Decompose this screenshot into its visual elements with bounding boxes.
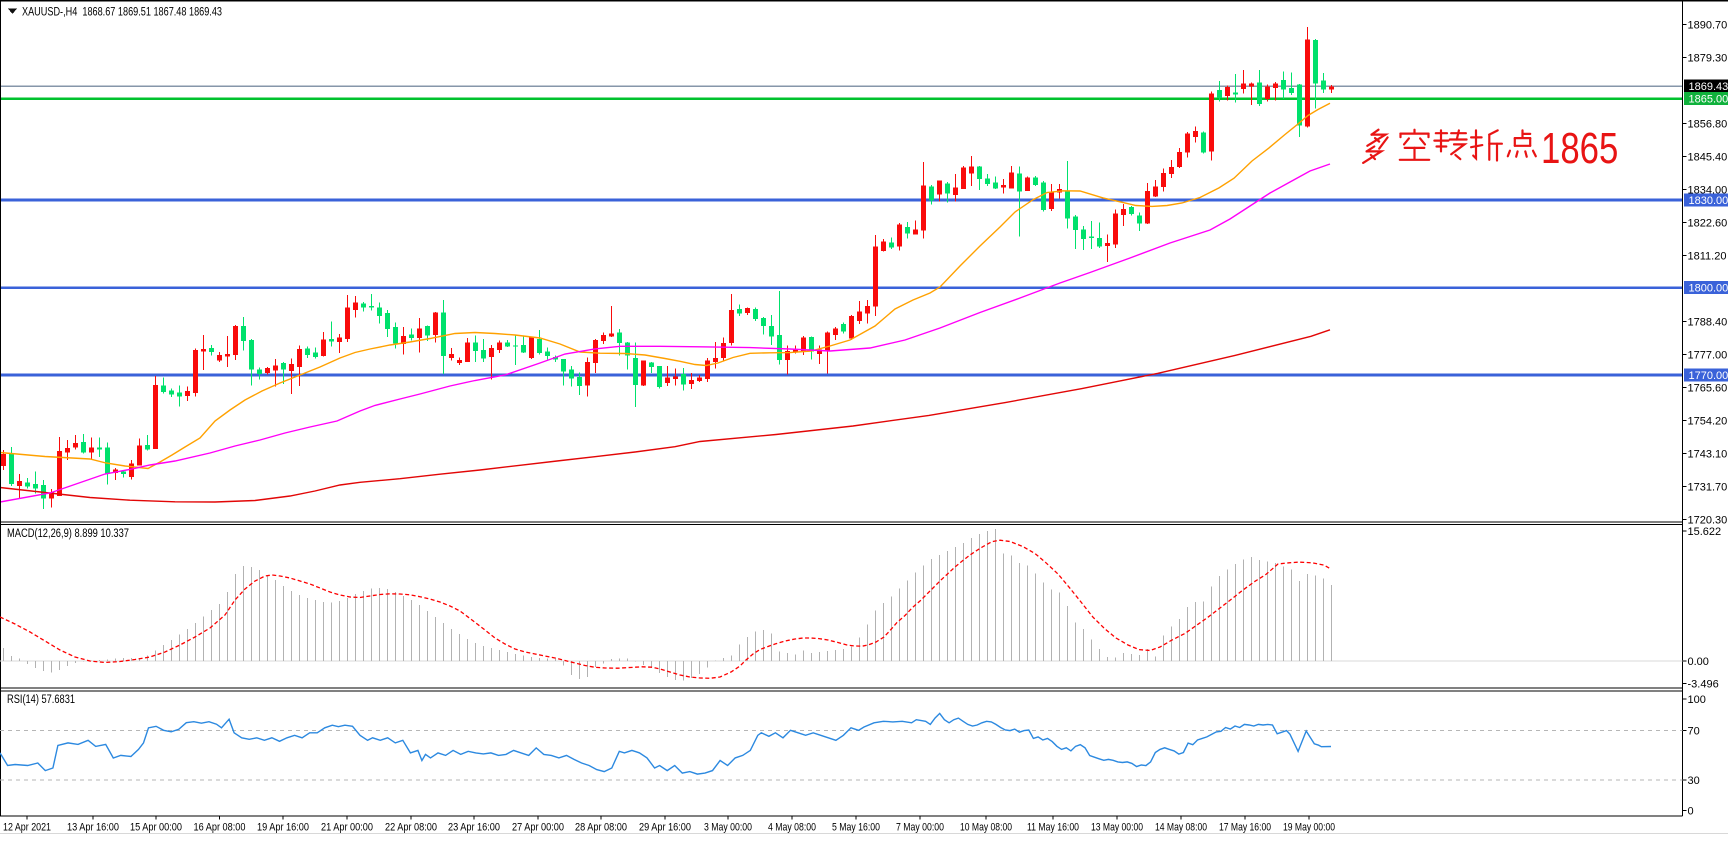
svg-text:1869.43: 1869.43 <box>1689 81 1728 93</box>
svg-text:XAUUSD-,H4 1868.67 1869.51 18: XAUUSD-,H4 1868.67 1869.51 1867.48 1869.… <box>22 5 222 19</box>
svg-text:13 Apr 16:00: 13 Apr 16:00 <box>67 822 119 834</box>
svg-text:1788.40: 1788.40 <box>1688 316 1728 328</box>
svg-text:4 May 08:00: 4 May 08:00 <box>768 822 816 834</box>
svg-text:0.00: 0.00 <box>1688 656 1709 668</box>
svg-text:11 May 16:00: 11 May 16:00 <box>1027 822 1079 834</box>
svg-text:29 Apr 16:00: 29 Apr 16:00 <box>639 822 691 834</box>
svg-text:19 May 00:00: 19 May 00:00 <box>1283 822 1335 834</box>
svg-text:3 May 00:00: 3 May 00:00 <box>704 822 752 834</box>
svg-text:13 May 00:00: 13 May 00:00 <box>1091 822 1143 834</box>
svg-text:1754.20: 1754.20 <box>1688 415 1728 427</box>
svg-text:10 May 08:00: 10 May 08:00 <box>960 822 1012 834</box>
svg-text:21 Apr 00:00: 21 Apr 00:00 <box>321 822 373 834</box>
svg-text:19 Apr 16:00: 19 Apr 16:00 <box>257 822 309 834</box>
svg-text:14 May 08:00: 14 May 08:00 <box>1155 822 1207 834</box>
svg-text:1811.20: 1811.20 <box>1688 250 1727 262</box>
svg-text:1879.30: 1879.30 <box>1688 52 1728 64</box>
svg-text:23 Apr 16:00: 23 Apr 16:00 <box>448 822 500 834</box>
svg-text:15 Apr 00:00: 15 Apr 00:00 <box>130 822 182 834</box>
svg-text:16 Apr 08:00: 16 Apr 08:00 <box>194 822 246 834</box>
svg-text:1890.70: 1890.70 <box>1688 19 1728 31</box>
svg-text:RSI(14) 57.6831: RSI(14) 57.6831 <box>7 694 75 706</box>
svg-text:1822.60: 1822.60 <box>1688 217 1728 229</box>
svg-text:12 Apr 2021: 12 Apr 2021 <box>3 822 51 834</box>
svg-text:5 May 16:00: 5 May 16:00 <box>832 822 880 834</box>
svg-text:1765.60: 1765.60 <box>1688 382 1728 394</box>
svg-text:1720.30: 1720.30 <box>1688 514 1728 526</box>
svg-text:7 May 00:00: 7 May 00:00 <box>896 822 944 834</box>
svg-text:1865: 1865 <box>1541 124 1618 173</box>
svg-text:1830.00: 1830.00 <box>1689 195 1728 207</box>
svg-text:70: 70 <box>1688 725 1700 737</box>
svg-text:27 Apr 00:00: 27 Apr 00:00 <box>512 822 564 834</box>
svg-text:28 Apr 08:00: 28 Apr 08:00 <box>575 822 627 834</box>
svg-text:22 Apr 08:00: 22 Apr 08:00 <box>385 822 437 834</box>
svg-text:100: 100 <box>1688 694 1706 706</box>
svg-text:15.622: 15.622 <box>1688 526 1722 538</box>
svg-text:1845.40: 1845.40 <box>1688 151 1728 163</box>
svg-text:17 May 16:00: 17 May 16:00 <box>1219 822 1271 834</box>
svg-text:30: 30 <box>1688 775 1700 787</box>
svg-text:1777.00: 1777.00 <box>1688 349 1728 361</box>
svg-text:-3.496: -3.496 <box>1688 679 1719 691</box>
svg-text:1770.00: 1770.00 <box>1689 370 1728 382</box>
svg-text:1731.70: 1731.70 <box>1688 481 1728 493</box>
svg-text:0: 0 <box>1688 806 1694 818</box>
svg-text:1865.00: 1865.00 <box>1689 94 1728 106</box>
svg-text:1743.10: 1743.10 <box>1688 448 1728 460</box>
svg-text:1800.00: 1800.00 <box>1689 283 1728 295</box>
svg-text:MACD(12,26,9) 8.899 10.337: MACD(12,26,9) 8.899 10.337 <box>7 528 129 540</box>
svg-text:1856.80: 1856.80 <box>1688 118 1728 130</box>
